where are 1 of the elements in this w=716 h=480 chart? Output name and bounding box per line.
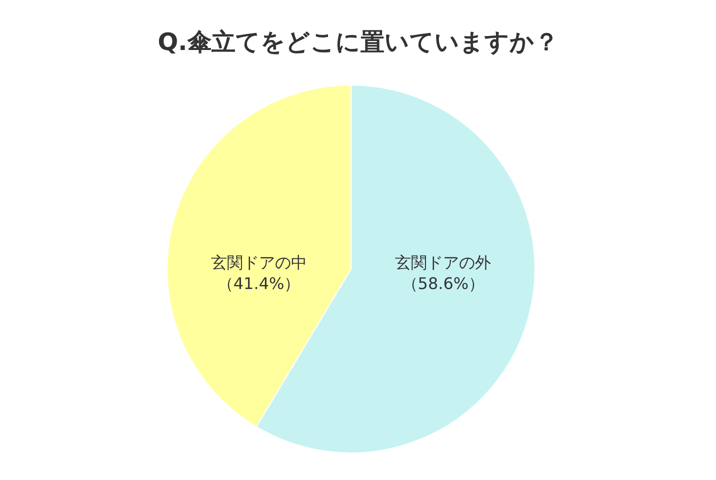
title: Q.傘立てをどこに置いていますか？ bbox=[158, 28, 558, 56]
